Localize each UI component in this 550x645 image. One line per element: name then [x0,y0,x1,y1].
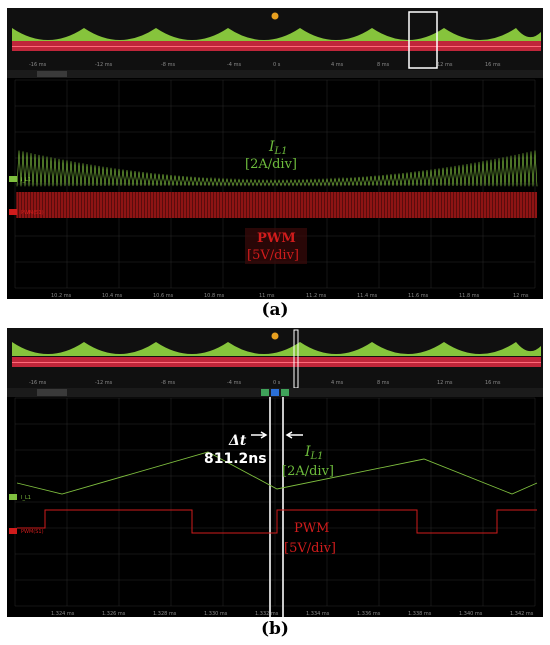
oscilloscope-panel-b: -16 ms -12 ms -8 ms -4 ms 0 s 4 ms 8 ms … [7,328,543,617]
cursor-a-line[interactable] [269,397,271,617]
ch3-label-b: PWM(S1) [21,529,44,535]
time-tick: 1.336 ms [357,611,381,617]
arrow-left-icon [285,431,303,439]
ch1-marker-a[interactable] [9,176,17,182]
time-tick: 1.326 ms [102,611,126,617]
ch1-label-a: I_L1 [21,177,31,183]
current-scale-a: [2A/div] [245,157,297,172]
cursor-a-chip[interactable] [261,389,269,396]
arrow-right-icon [251,431,268,439]
overview-tick: -12 ms [95,62,113,68]
inductor-current-trace-b [16,451,538,495]
overview-current-envelope-a [12,28,541,42]
overview-pwm-line-b [12,362,541,363]
cursor-b-line[interactable] [282,397,284,617]
overview-tick: 4 ms [331,380,344,386]
time-tick: 10.4 ms [102,293,123,299]
overview-tick: 16 ms [485,62,501,68]
overview-tick: 0 s [273,62,281,68]
overview-tick: -8 ms [161,380,175,386]
overview-tick: 4 ms [331,62,344,68]
overview-zoom-window-a[interactable] [408,11,438,69]
overview-tick: -16 ms [29,380,47,386]
current-label-b: IL1 [304,444,324,462]
oscilloscope-panel-a: -16 ms -12 ms -8 ms -4 ms 0 s 4 ms 8 ms … [7,8,543,299]
time-tick: 1.330 ms [204,611,228,617]
overview-tick: -12 ms [95,380,113,386]
current-label-a: IL1 [268,139,288,157]
pwm-label-bg-a [245,228,307,264]
time-tick: 12 ms [513,293,529,299]
caption-b: (b) [261,619,289,639]
overview-tick-labels-a: -16 ms -12 ms -8 ms -4 ms 0 s 4 ms 8 ms … [29,62,501,68]
scope-a-canvas: -16 ms -12 ms -8 ms -4 ms 0 s 4 ms 8 ms … [7,8,543,299]
time-tick: 1.324 ms [51,611,75,617]
timebase-chip-a[interactable] [37,71,67,77]
overview-pwm-line-a [12,46,541,47]
time-tick: 1.334 ms [306,611,330,617]
time-tick: 1.332 ms [255,611,279,617]
time-tick-labels-a: 10.2 ms 10.4 ms 10.6 ms 10.8 ms 11 ms 11… [51,293,529,299]
scope-b-canvas: -16 ms -12 ms -8 ms -4 ms 0 s 4 ms 8 ms … [7,328,543,617]
main-grid-b [14,397,536,607]
caption-a: (a) [261,300,289,320]
time-tick: 10.2 ms [51,293,72,299]
time-tick: 1.328 ms [153,611,177,617]
overview-tick: 12 ms [437,62,453,68]
overview-tick: -4 ms [227,62,241,68]
time-tick: 10.6 ms [153,293,174,299]
time-tick: 1.338 ms [408,611,432,617]
timebase-chip-b[interactable] [37,389,67,396]
inductor-current-trace-a [16,150,538,187]
ch1-label-b: I_L1 [21,495,31,501]
overview-current-envelope-b [12,342,541,356]
time-tick: 11.4 ms [357,293,378,299]
overview-tick: 8 ms [377,62,390,68]
overview-tick: 8 ms [377,380,390,386]
time-tick-labels-b: 1.324 ms 1.326 ms 1.328 ms 1.330 ms 1.33… [51,611,534,617]
overview-tick: -8 ms [161,62,175,68]
overview-tick: 16 ms [485,380,501,386]
time-tick: 11 ms [259,293,275,299]
pwm-label-b: PWM [294,521,329,536]
time-tick: 1.342 ms [510,611,534,617]
ch3-label-a: PWM(S1) [21,210,44,216]
trigger-marker-icon[interactable] [271,12,279,20]
scope-toolbar-a[interactable] [7,70,543,78]
trigger-marker-icon[interactable] [271,332,279,340]
cursor-delta-chip[interactable] [271,389,279,396]
time-tick: 10.8 ms [204,293,225,299]
pwm-trace-b [17,509,537,534]
cursor-b-chip[interactable] [281,389,289,396]
current-scale-b: [2A/div] [282,464,334,479]
overview-tick-labels-b: -16 ms -12 ms -8 ms -4 ms 0 s 4 ms 8 ms … [29,380,501,386]
time-tick: 11.6 ms [408,293,429,299]
delta-t-label: Δt [228,433,247,449]
pwm-scale-b: [5V/div] [284,541,336,556]
delta-t-value: 811.2ns [204,451,267,467]
time-tick: 1.340 ms [459,611,483,617]
pwm-trace-a [16,192,537,218]
time-tick: 11.8 ms [459,293,480,299]
overview-tick: 12 ms [437,380,453,386]
overview-tick: 0 s [273,380,281,386]
pwm-label-a: PWM [257,231,296,246]
ch1-marker-b[interactable] [9,494,17,500]
overview-tick: -16 ms [29,62,47,68]
pwm-scale-a: [5V/div] [247,248,299,263]
overview-tick: -4 ms [227,380,241,386]
ch3-marker-b[interactable] [9,528,17,534]
time-tick: 11.2 ms [306,293,327,299]
ch3-marker-a[interactable] [9,209,17,215]
